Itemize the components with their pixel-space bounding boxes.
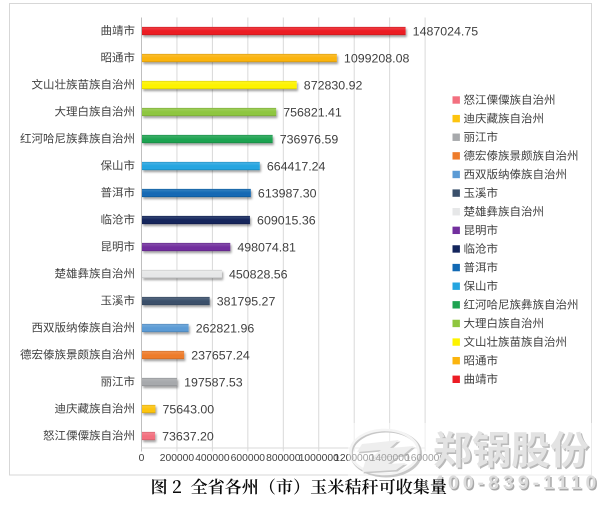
svg-text:600000: 600000 [231, 453, 266, 464]
svg-text:736976.59: 736976.59 [280, 132, 339, 146]
svg-text:498074.81: 498074.81 [237, 240, 296, 254]
svg-text:1000000: 1000000 [299, 453, 339, 464]
svg-text:197587.53: 197587.53 [184, 375, 243, 389]
svg-text:872830.92: 872830.92 [304, 78, 363, 92]
svg-text:237657.24: 237657.24 [191, 348, 250, 362]
svg-text:262821.96: 262821.96 [196, 321, 255, 335]
svg-text:756821.41: 756821.41 [283, 105, 342, 119]
svg-text:1487024.75: 1487024.75 [413, 24, 479, 38]
svg-text:73637.20: 73637.20 [162, 429, 214, 443]
svg-text:200000: 200000 [160, 453, 195, 464]
svg-text:800000: 800000 [266, 453, 301, 464]
svg-text:613987.30: 613987.30 [258, 186, 317, 200]
svg-text:0: 0 [139, 453, 145, 464]
svg-text:450828.56: 450828.56 [229, 267, 288, 281]
svg-text:400-839-1110: 400-839-1110 [434, 473, 600, 495]
svg-text:400-839-1110: 400-839-1110 [433, 472, 600, 494]
svg-text:664417.24: 664417.24 [267, 159, 326, 173]
svg-text:1099208.08: 1099208.08 [344, 51, 410, 65]
svg-text:381795.27: 381795.27 [217, 294, 276, 308]
svg-text:609015.36: 609015.36 [257, 213, 316, 227]
svg-text:75643.00: 75643.00 [163, 402, 215, 416]
svg-text:400000: 400000 [195, 453, 230, 464]
